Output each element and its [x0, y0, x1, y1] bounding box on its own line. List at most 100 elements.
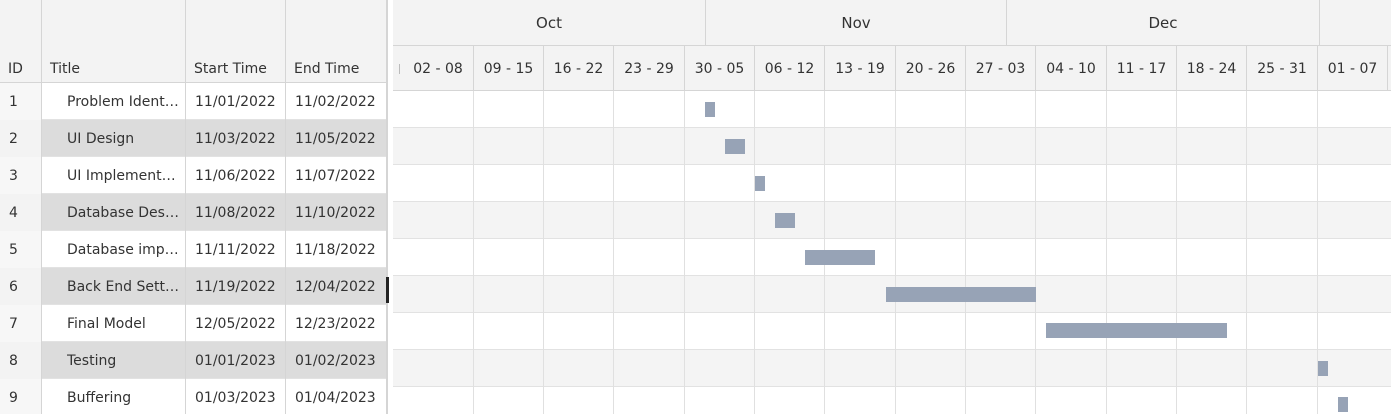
cell-end-time: 11/02/2022: [286, 83, 387, 120]
column-header-start-time[interactable]: Start Time: [186, 0, 286, 83]
cell-title: Back End Setting: [42, 268, 186, 305]
week-header: 06 - 12: [755, 46, 825, 91]
chart-row: [393, 313, 1391, 350]
cell-id: 3: [0, 157, 42, 194]
chart-row: [393, 91, 1391, 128]
cell-title-text: Database imple...: [67, 241, 179, 258]
cell-start-time: 12/05/2022: [186, 305, 286, 342]
table-row[interactable]: 6 Back End Setting 11/19/2022 12/04/2022: [0, 268, 387, 305]
cell-id: 5: [0, 231, 42, 268]
column-header-end-time[interactable]: End Time: [286, 0, 387, 83]
cell-title: UI Design: [42, 120, 186, 157]
table-row[interactable]: 5 Database imple... 11/11/2022 11/18/202…: [0, 231, 387, 268]
cell-end-time: 01/04/2023: [286, 379, 387, 414]
cell-end-time: 11/07/2022: [286, 157, 387, 194]
cell-start-time: 11/03/2022: [186, 120, 286, 157]
table-row[interactable]: 1 Problem Identifi... 11/01/2022 11/02/2…: [0, 83, 387, 120]
cell-title: Database imple...: [42, 231, 186, 268]
column-header-title[interactable]: Title: [42, 0, 186, 83]
week-header: 11 - 17: [1107, 46, 1177, 91]
task-grid: ID Title Start Time End Time 1 Problem I…: [0, 0, 388, 414]
week-header: 16 - 22: [544, 46, 614, 91]
task-bar[interactable]: [886, 287, 1036, 302]
cell-title-text: Problem Identifi...: [67, 93, 179, 110]
cell-end-time: 11/10/2022: [286, 194, 387, 231]
week-header: 30 - 05: [685, 46, 755, 91]
cell-end-time: 12/23/2022: [286, 305, 387, 342]
gridline: [543, 91, 544, 414]
cell-id: 7: [0, 305, 42, 342]
cell-title-text: Final Model: [67, 315, 146, 332]
month-header-dec: Dec: [1007, 0, 1320, 46]
week-header: 23 - 29: [614, 46, 685, 91]
chart-row: [393, 165, 1391, 202]
cell-title-text: Back End Setting: [67, 278, 179, 295]
cell-title: Database Design: [42, 194, 186, 231]
cell-start-time: 11/11/2022: [186, 231, 286, 268]
cell-end-time: 11/18/2022: [286, 231, 387, 268]
table-row[interactable]: 7 Final Model 12/05/2022 12/23/2022: [0, 305, 387, 342]
gridline: [684, 91, 685, 414]
gridline: [895, 91, 896, 414]
cell-start-time: 01/01/2023: [186, 342, 286, 379]
cell-start-time: 11/19/2022: [186, 268, 286, 305]
gridline: [754, 91, 755, 414]
task-bar[interactable]: [775, 213, 795, 228]
column-header-id[interactable]: ID: [0, 0, 42, 83]
cell-id: 1: [0, 83, 42, 120]
gridline: [1317, 91, 1318, 414]
cell-id: 2: [0, 120, 42, 157]
task-bar[interactable]: [755, 176, 765, 191]
table-row[interactable]: 8 Testing 01/01/2023 01/02/2023: [0, 342, 387, 379]
cell-start-time: 11/08/2022: [186, 194, 286, 231]
week-header: 01 - 07: [1318, 46, 1388, 91]
cell-start-time: 11/06/2022: [186, 157, 286, 194]
pane-splitter-handle[interactable]: [386, 277, 389, 303]
task-bar[interactable]: [1046, 323, 1227, 338]
cell-title-text: UI Implementati...: [67, 167, 179, 184]
table-row[interactable]: 3 UI Implementati... 11/06/2022 11/07/20…: [0, 157, 387, 194]
table-row[interactable]: 2 UI Design 11/03/2022 11/05/2022: [0, 120, 387, 157]
week-header: 27 - 03: [966, 46, 1036, 91]
task-bar[interactable]: [705, 102, 715, 117]
table-row[interactable]: 9 Buffering 01/03/2023 01/04/2023: [0, 379, 387, 414]
month-header-oct: Oct: [393, 0, 706, 46]
grid-header: ID Title Start Time End Time: [0, 0, 387, 83]
cell-title-text: Testing: [67, 352, 117, 369]
task-bar[interactable]: [725, 139, 745, 154]
task-bar[interactable]: [805, 250, 875, 265]
chart-row: [393, 128, 1391, 165]
cell-title: Buffering: [42, 379, 186, 414]
cell-end-time: 12/04/2022: [286, 268, 387, 305]
chart-row: [393, 239, 1391, 276]
chart-row: [393, 202, 1391, 239]
cell-start-time: 11/01/2022: [186, 83, 286, 120]
table-row[interactable]: 4 Database Design 11/08/2022 11/10/2022: [0, 194, 387, 231]
cell-end-time: 11/05/2022: [286, 120, 387, 157]
month-header-nov: Nov: [706, 0, 1007, 46]
gridline: [965, 91, 966, 414]
gridline: [1106, 91, 1107, 414]
chart-row: [393, 350, 1391, 387]
cell-title: Final Model: [42, 305, 186, 342]
cell-id: 6: [0, 268, 42, 305]
cell-title: Testing: [42, 342, 186, 379]
gridline: [1246, 91, 1247, 414]
task-bar[interactable]: [1318, 361, 1328, 376]
cell-title-text: Buffering: [67, 389, 132, 406]
gridline: [473, 91, 474, 414]
gantt-chart: Oct Nov Dec 02 - 08 09 - 15 16 - 22 23 -…: [393, 0, 1391, 414]
task-bar[interactable]: [1338, 397, 1348, 412]
cell-title-text: Database Design: [67, 204, 179, 221]
cell-id: 9: [0, 379, 42, 414]
gridline: [613, 91, 614, 414]
timeline-month-header: Oct Nov Dec: [393, 0, 1391, 46]
week-header: 02 - 08: [403, 46, 474, 91]
cell-start-time: 01/03/2023: [186, 379, 286, 414]
cell-id: 8: [0, 342, 42, 379]
cell-title: UI Implementati...: [42, 157, 186, 194]
gridline: [1176, 91, 1177, 414]
week-header: 13 - 19: [825, 46, 896, 91]
week-header-clipped-edge: [399, 64, 400, 74]
week-header: 25 - 31: [1247, 46, 1318, 91]
